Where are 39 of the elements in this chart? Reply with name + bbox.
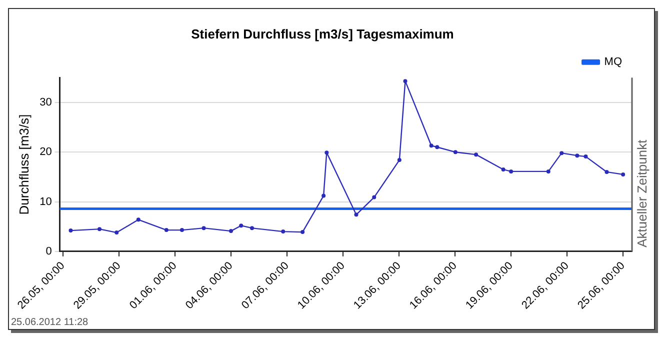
point [228, 229, 233, 234]
point [98, 227, 102, 232]
point [136, 218, 140, 222]
point [372, 195, 376, 200]
point [435, 145, 440, 150]
point [575, 154, 580, 158]
point [322, 194, 326, 198]
y-tick-label: 20 [40, 146, 52, 158]
point [509, 169, 514, 174]
point [354, 212, 358, 217]
point [281, 230, 286, 234]
point [403, 79, 408, 84]
point [180, 228, 184, 232]
legend-label: MQ [604, 56, 622, 68]
point [621, 172, 626, 176]
point [324, 150, 329, 155]
y-axis-title: Durchfluss [m3/s] [16, 114, 32, 215]
point [68, 228, 73, 233]
point [202, 226, 206, 230]
point [114, 230, 119, 235]
point [239, 224, 244, 228]
point [474, 152, 478, 157]
y-tick-label: 30 [40, 96, 52, 108]
text: 25.06.2012 11:28 [11, 316, 89, 328]
y-tick-label: 10 [40, 196, 52, 208]
point [604, 170, 609, 174]
point [501, 167, 506, 172]
point [397, 158, 402, 162]
point [429, 144, 434, 148]
chart-title: Stiefern Durchfluss [m3/s] Tagesmaximum [191, 26, 454, 42]
y-tick-label: 0 [46, 245, 52, 258]
point [560, 151, 564, 156]
point [300, 230, 305, 234]
point [584, 154, 588, 159]
ref-line-label: Aktueller Zeitpunkt [634, 139, 650, 248]
point [453, 150, 458, 154]
point [546, 169, 550, 174]
point [250, 226, 254, 230]
point [164, 228, 168, 232]
